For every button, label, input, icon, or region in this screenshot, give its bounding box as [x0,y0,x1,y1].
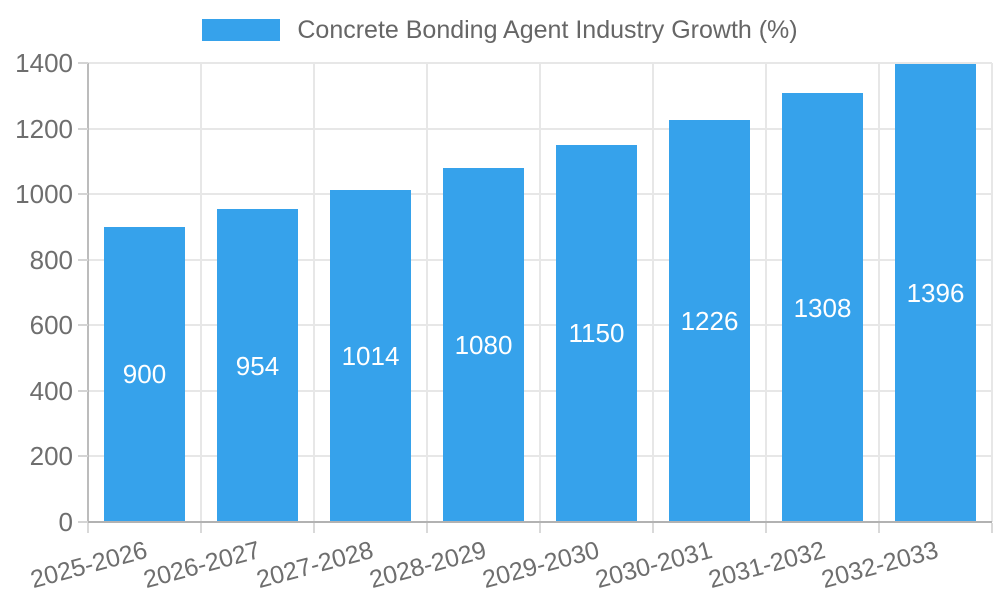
legend-label: Concrete Bonding Agent Industry Growth (… [297,16,798,44]
y-axis-tick [78,521,88,523]
y-axis-tick-label: 200 [29,441,73,472]
bar-2025-2026[interactable] [104,227,185,522]
bar-value-label: 1226 [680,306,739,336]
y-axis-tick-label: 600 [29,310,73,341]
y-axis-tick-label: 1400 [15,48,73,78]
y-axis-tick [78,324,88,327]
gridline-vertical [313,63,315,522]
bar-2030-2031[interactable] [669,120,750,522]
gridline-vertical [765,63,767,522]
y-axis-line [87,63,89,532]
y-axis-tick [78,127,88,130]
x-axis-label: 2030-2031 [592,536,715,594]
x-axis-tick [426,523,428,533]
y-axis-tick-label: 800 [29,244,73,275]
bar-value-label: 1396 [906,278,965,308]
x-axis-tick [313,523,315,533]
x-axis-line [78,521,992,523]
plot-area: 900 954 1014 1080 1150 1226 1308 1396 [88,62,993,522]
bar-value-label: 1014 [341,341,400,371]
gridline-vertical [652,63,654,522]
legend-swatch-icon [202,19,281,41]
bar-value-label: 900 [122,359,167,389]
x-axis-label: 2028-2029 [366,536,489,594]
x-axis-tick [765,523,767,533]
x-axis-label: 2027-2028 [253,536,376,594]
y-axis-tick [78,389,88,392]
x-axis-label: 2031-2032 [705,536,828,594]
x-axis-label: 2029-2030 [479,536,602,594]
bar-value-label: 1308 [793,293,852,323]
bar-2026-2027[interactable] [217,209,298,522]
x-axis-label: 2026-2027 [140,536,263,594]
y-axis-tick-label: 1000 [15,179,73,210]
gridline-vertical [991,63,993,522]
y-axis-tick [78,258,88,261]
bar-2027-2028[interactable] [330,190,411,522]
gridline-vertical [539,63,541,522]
x-axis-tick [200,523,202,533]
y-axis-tick [78,193,88,196]
gridline-vertical [200,63,202,522]
y-axis-tick-label: 1200 [15,113,73,144]
x-axis-tick [539,523,541,533]
gridline-vertical [878,63,880,522]
bar-2029-2030[interactable] [556,145,637,522]
chart-legend-item[interactable]: Concrete Bonding Agent Industry Growth (… [0,16,1000,44]
y-axis-tick-label: 0 [58,507,73,537]
x-axis-tick [878,523,880,533]
bar-value-label: 1080 [454,330,513,360]
bar-2028-2029[interactable] [443,168,524,522]
y-axis-tick [78,455,88,458]
bar-value-label: 954 [235,351,280,381]
y-axis-tick-label: 400 [29,375,73,406]
bar-2032-2033[interactable] [895,64,976,522]
bar-2031-2032[interactable] [782,93,863,522]
x-axis-tick [991,523,993,533]
gridline-vertical [426,63,428,522]
x-axis-label: 2025-2026 [27,536,150,594]
bar-value-label: 1150 [568,318,625,348]
x-axis-tick [652,523,654,533]
x-axis-tick [87,523,89,533]
y-axis-tick [78,62,88,64]
x-axis-label: 2032-2033 [818,536,941,594]
